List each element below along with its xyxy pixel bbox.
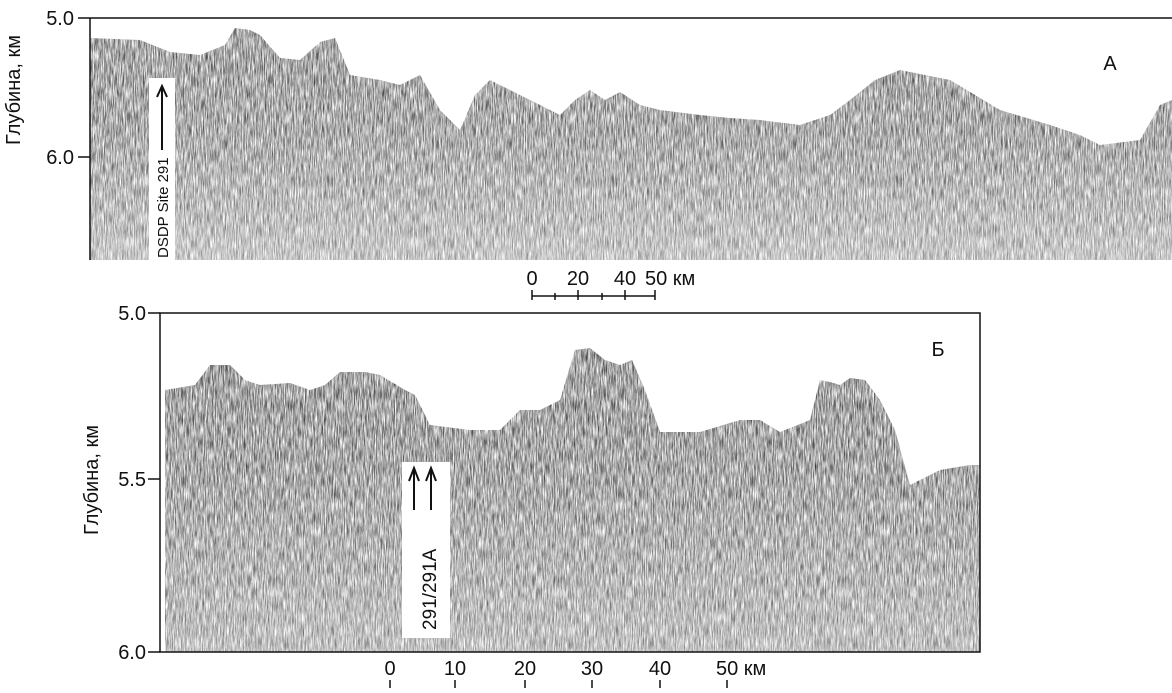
scale-label: 50 км (716, 658, 766, 680)
y-axis-label: Глубина, км (81, 425, 103, 535)
site-marker: DSDP Site 291 (155, 157, 172, 258)
scale-line (531, 290, 656, 300)
frame (89, 17, 1172, 260)
scale-bar: 0 10 20 30 40 50 км (384, 658, 766, 688)
y-tick-label: 5.0 (118, 303, 146, 325)
scale-label: 40 (649, 658, 671, 680)
y-tick-label: 5.0 (46, 8, 74, 30)
scale-label: 0 (526, 268, 537, 290)
scale-label: 20 (514, 658, 536, 680)
y-tick-label: 5.5 (118, 469, 146, 491)
marker-box (402, 462, 450, 638)
arrow (156, 83, 168, 150)
seismic-profile (90, 28, 1172, 260)
scale-bar: 0 20 40 50 км (526, 268, 695, 300)
scale-label: 50 км (645, 268, 695, 290)
panel-b: 5.0 5.5 6.0 Глубина, км Б 291/291A (81, 303, 981, 664)
scale-label: 10 (444, 658, 466, 680)
frame (159, 312, 981, 653)
y-axis-label: Глубина, км (3, 35, 25, 145)
seismic-profile (165, 348, 980, 652)
site-marker: 291/291A (420, 548, 441, 630)
panel-label: А (1103, 53, 1117, 75)
panel-label: Б (931, 339, 944, 361)
scale-ticks (389, 680, 728, 688)
scale-label: 30 (581, 658, 603, 680)
y-tick-label: 6.0 (46, 147, 74, 169)
y-tick-label: 6.0 (118, 642, 146, 664)
arrows (408, 465, 437, 510)
panel-a: 5.0 6.0 Глубина, км А DSDP Site 291 (3, 8, 1172, 262)
scale-label: 20 (567, 268, 589, 290)
scale-label: 0 (384, 658, 395, 680)
scale-label: 40 (614, 268, 636, 290)
